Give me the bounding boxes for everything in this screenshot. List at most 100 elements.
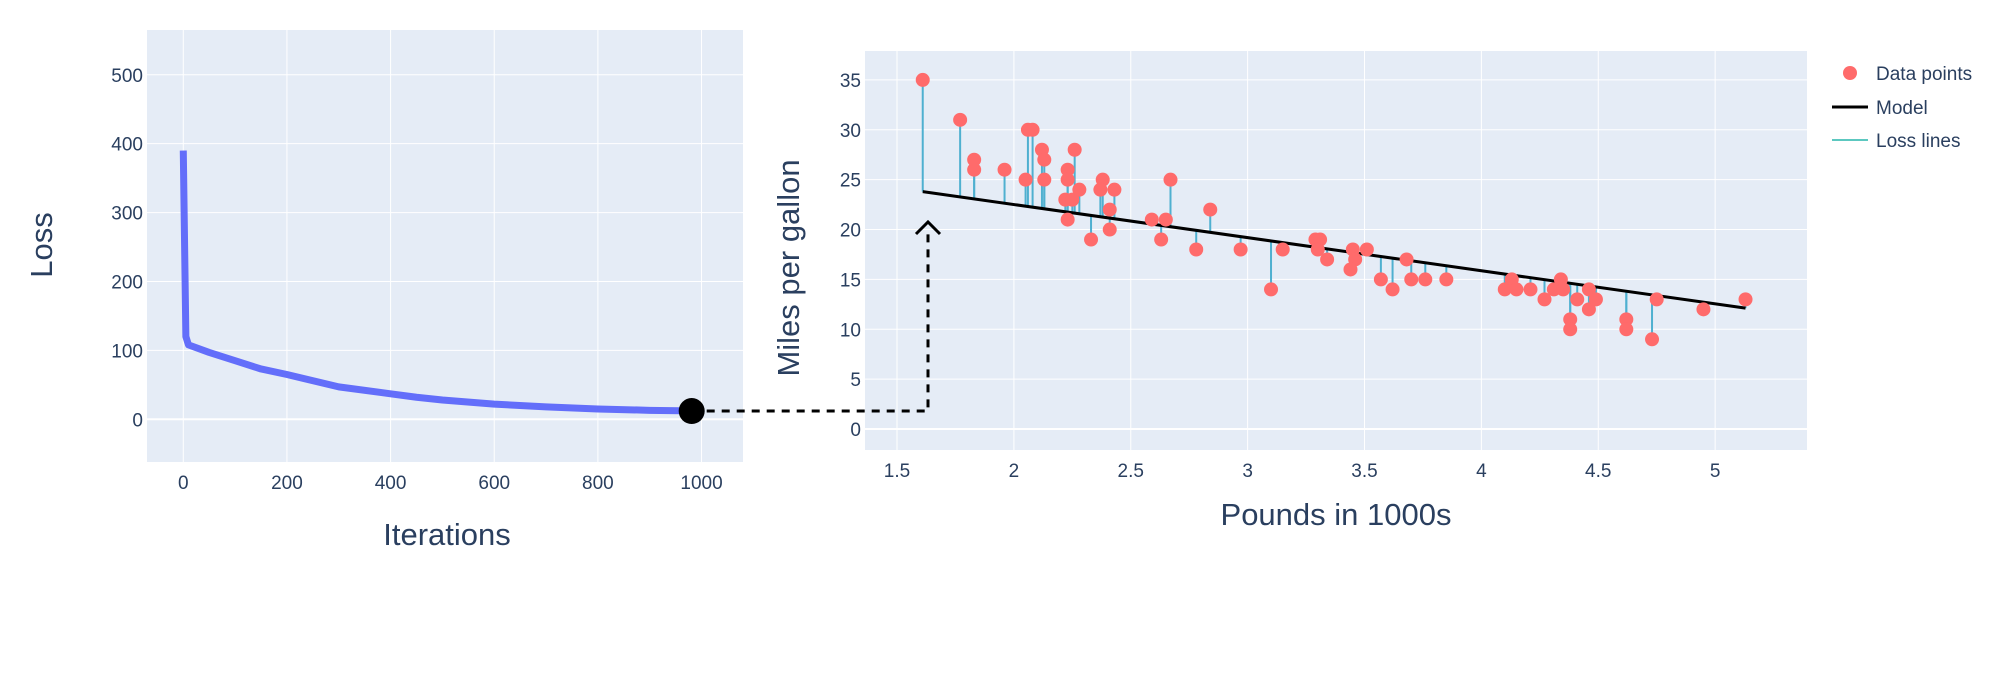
legend-label-data-points[interactable]: Data points [1876,64,1972,85]
scatter-y-tick-label: 5 [850,370,861,391]
data-point [1310,242,1325,257]
data-point [1385,282,1400,297]
data-point [1093,182,1108,197]
data-point [915,72,930,87]
data-point [1275,242,1290,257]
scatter-x-tick-label: 5 [1710,461,1721,482]
data-point [1497,282,1512,297]
loss-x-tick-label: 400 [375,473,407,494]
scatter-y-tick-label: 35 [840,71,861,92]
data-point [1343,262,1358,277]
data-point [1738,292,1753,307]
final-loss-marker [678,398,705,425]
data-point [1399,252,1414,267]
loss-y-tick-label: 500 [111,66,143,87]
data-point [1102,202,1117,217]
legend-label-model[interactable]: Model [1876,98,1928,119]
data-point [1060,162,1075,177]
loss-y-tick-label: 300 [111,204,143,225]
data-point [1037,172,1052,187]
data-point [1537,292,1552,307]
data-point [1107,182,1122,197]
loss-chart: 0 200 400 600 800 1000 0 100 200 300 400 500 [111,30,743,494]
scatter-x-tick-label: 2.5 [1118,461,1144,482]
data-point [1556,282,1571,297]
loss-y-tick-label: 0 [132,410,143,431]
loss-x-tick-label: 200 [271,473,303,494]
final-loss-dot [678,398,705,425]
data-point [1037,152,1052,167]
data-point [1373,272,1388,287]
data-point [1233,242,1248,257]
data-point [1418,272,1433,287]
legend: Data points Model Loss lines [1832,64,1972,152]
data-point [1203,202,1218,217]
data-point [1018,172,1033,187]
scatter-x-tick-label: 4 [1476,461,1487,482]
scatter-x-tick-label: 3.5 [1351,461,1377,482]
data-point [1102,222,1117,237]
data-point [1404,272,1419,287]
scatter-chart: 1.5 2 2.5 3 3.5 4 4.5 5 0 5 10 15 20 25 30 35 [840,51,1807,482]
data-point [1084,232,1099,247]
data-point [1060,172,1075,187]
data-point [1158,212,1173,227]
data-point [1523,282,1538,297]
scatter-y-tick-label: 15 [840,270,861,291]
data-point [967,152,982,167]
loss-plot-background [147,30,743,462]
data-point [1581,282,1596,297]
loss-x-tick-label: 600 [478,473,510,494]
data-point [997,162,1012,177]
loss-y-axis-title: Loss [24,212,59,277]
loss-x-axis-title: Iterations [383,517,511,552]
scatter-y-tick-label: 10 [840,320,861,341]
loss-x-tick-label: 1000 [680,473,722,494]
legend-label-loss-lines[interactable]: Loss lines [1876,131,1961,152]
data-point [1067,142,1082,157]
data-point [1619,312,1634,327]
loss-y-tick-label: 400 [111,135,143,156]
data-point [1619,322,1634,337]
data-point [953,112,968,127]
scatter-y-tick-label: 20 [840,221,861,242]
model-line [922,190,1746,310]
legend-marker-data-points [1843,66,1857,80]
data-point [1645,332,1660,347]
scatter-y-tick-label: 0 [850,420,861,441]
data-point [1563,322,1578,337]
scatter-x-tick-label: 1.5 [884,461,910,482]
scatter-y-tick-label: 25 [840,171,861,192]
data-point [1359,242,1374,257]
data-point [1065,192,1080,207]
loss-curve [179,150,702,415]
data-point [1264,282,1279,297]
data-point [1189,242,1204,257]
data-point [1320,252,1335,267]
data-point [1439,272,1454,287]
data-point [1588,292,1603,307]
scatter-x-tick-label: 4.5 [1585,461,1611,482]
dashed-connector-arrow [691,219,942,413]
data-point [1025,122,1040,137]
data-point [967,162,982,177]
data-point [1154,232,1169,247]
loss-y-tick-label: 200 [111,272,143,293]
scatter-y-axis-title: Miles per gallon [771,159,806,376]
data-point [1144,212,1159,227]
arrowhead-icon [914,219,942,236]
scatter-y-tick-label: 30 [840,121,861,142]
data-point [1581,302,1596,317]
data-point [1060,212,1075,227]
scatter-x-tick-label: 2 [1009,461,1020,482]
data-point [1696,302,1711,317]
loss-x-tick-label: 800 [582,473,614,494]
data-point [1570,292,1585,307]
data-point [1563,312,1578,327]
scatter-x-tick-label: 3 [1242,461,1253,482]
data-point [1509,282,1524,297]
loss-x-tick-label: 0 [178,473,189,494]
dashed-connector-line [691,228,930,413]
data-point [1072,182,1087,197]
